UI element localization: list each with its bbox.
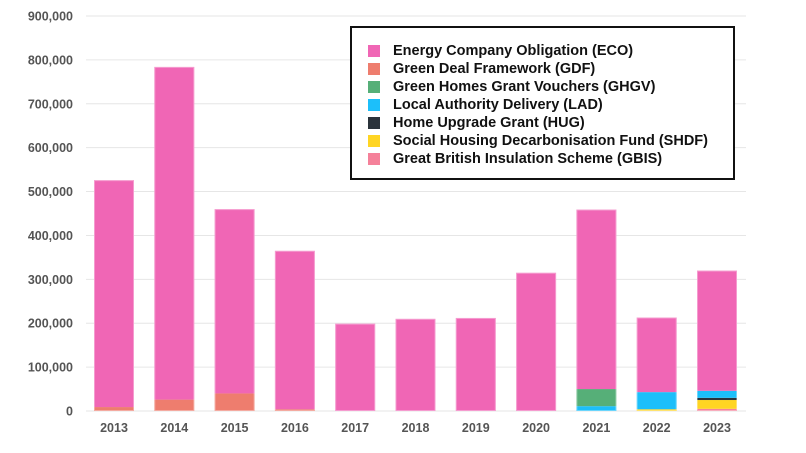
bar-segment xyxy=(697,408,737,411)
bar-segment xyxy=(576,406,617,411)
bar-segment xyxy=(636,317,677,393)
legend-label-gdf: Green Deal Framework (GDF) xyxy=(393,61,596,77)
legend-item-gdf: Green Deal Framework (GDF) xyxy=(368,60,595,78)
bar-stack-2022 xyxy=(636,317,677,411)
x-tick-label: 2017 xyxy=(341,421,369,435)
bar-outline xyxy=(214,209,255,411)
bar-segment xyxy=(154,399,195,411)
y-tick-label: 700,000 xyxy=(28,97,73,111)
bar-outline xyxy=(516,272,557,411)
bar-segment xyxy=(214,209,255,394)
bar-outline xyxy=(395,318,436,412)
legend-swatch-gbis xyxy=(368,153,380,165)
bar-segment xyxy=(697,397,737,401)
bar-stack-2019 xyxy=(455,317,496,412)
legend-item-hug: Home Upgrade Grant (HUG) xyxy=(368,114,585,132)
bar-outline xyxy=(274,250,315,411)
bar-stack-2013 xyxy=(94,180,134,411)
bar-segment xyxy=(576,389,617,407)
legend-swatch-gdf xyxy=(368,63,380,75)
legend-item-lad: Local Authority Delivery (LAD) xyxy=(368,96,603,114)
bar-stack-2021 xyxy=(576,209,617,411)
x-tick-label: 2021 xyxy=(582,421,610,435)
legend-item-gbis: Great British Insulation Scheme (GBIS) xyxy=(368,150,662,168)
bar-segment xyxy=(455,317,496,411)
x-tick-label: 2018 xyxy=(402,421,430,435)
bar-segment xyxy=(94,407,134,411)
y-tick-label: 0 xyxy=(66,405,73,419)
legend-swatch-lad xyxy=(368,99,380,111)
legend-label-ghgv: Green Homes Grant Vouchers (GHGV) xyxy=(393,79,656,95)
bar-segment xyxy=(335,323,376,411)
bar-stack-2023 xyxy=(697,270,737,411)
y-tick-label: 900,000 xyxy=(28,10,73,24)
bars xyxy=(94,66,737,412)
legend-label-gbis: Great British Insulation Scheme (GBIS) xyxy=(393,151,663,167)
legend-swatch-hug xyxy=(368,117,380,129)
bar-outline xyxy=(94,180,134,411)
y-tick-label: 600,000 xyxy=(28,141,73,155)
bar-segment xyxy=(516,272,557,411)
bar-segment xyxy=(697,270,737,391)
bar-segment xyxy=(214,393,255,411)
bar-segment xyxy=(94,180,134,408)
y-tick-label: 100,000 xyxy=(28,361,73,375)
y-tick-label: 200,000 xyxy=(28,317,73,331)
legend-item-shdf: Social Housing Decarbonisation Fund (SHD… xyxy=(368,132,708,150)
y-axis-ticks: 0 100,000 200,000 300,000 400,000 500,000 600,… xyxy=(28,10,73,419)
bar-segment xyxy=(274,250,315,410)
legend: Energy Company Obligation (ECO) Green De… xyxy=(350,26,735,180)
bar-outline xyxy=(154,66,195,412)
legend-label-shdf: Social Housing Decarbonisation Fund (SHD… xyxy=(393,133,708,149)
x-tick-label: 2013 xyxy=(100,421,128,435)
bar-segment xyxy=(395,318,436,411)
bar-segment xyxy=(274,409,315,411)
bar-stack-2014 xyxy=(154,66,195,412)
legend-label-eco: Energy Company Obligation (ECO) xyxy=(393,43,634,59)
bar-stack-2015 xyxy=(214,209,255,411)
bar-segment xyxy=(154,66,195,400)
bar-stack-2017 xyxy=(335,323,376,411)
x-tick-label: 2016 xyxy=(281,421,309,435)
bar-segment xyxy=(697,390,737,398)
bar-stack-2018 xyxy=(395,318,436,412)
legend-item-ghgv: Green Homes Grant Vouchers (GHGV) xyxy=(368,78,655,96)
x-axis-ticks: 2013 2014 2015 2016 2017 2018 2019 2020 2021 2022… xyxy=(100,421,731,435)
bar-outline xyxy=(697,270,737,411)
bar-outline xyxy=(636,317,677,411)
legend-item-eco: Energy Company Obligation (ECO) xyxy=(368,42,633,60)
y-tick-label: 300,000 xyxy=(28,273,73,287)
legend-label-hug: Home Upgrade Grant (HUG) xyxy=(393,115,585,131)
x-tick-label: 2014 xyxy=(160,421,188,435)
bar-segment xyxy=(697,400,737,409)
x-tick-label: 2015 xyxy=(221,421,249,435)
y-tick-label: 500,000 xyxy=(28,185,73,199)
bar-outline xyxy=(576,209,617,411)
x-tick-label: 2019 xyxy=(462,421,490,435)
legend-label-lad: Local Authority Delivery (LAD) xyxy=(393,97,603,113)
bar-segment xyxy=(636,392,677,410)
y-tick-label: 400,000 xyxy=(28,229,73,243)
bar-segment xyxy=(576,209,617,390)
x-tick-label: 2022 xyxy=(643,421,671,435)
x-tick-label: 2023 xyxy=(703,421,731,435)
bar-stack-2020 xyxy=(516,272,557,411)
bar-outline xyxy=(335,323,376,411)
bar-outline xyxy=(455,317,496,412)
bar-segment xyxy=(636,409,677,411)
y-tick-label: 800,000 xyxy=(28,53,73,67)
legend-swatch-shdf xyxy=(368,135,380,147)
bar-stack-2016 xyxy=(274,250,315,411)
legend-swatch-ghgv xyxy=(368,81,380,93)
x-tick-label: 2020 xyxy=(522,421,550,435)
legend-swatch-eco xyxy=(368,45,380,57)
